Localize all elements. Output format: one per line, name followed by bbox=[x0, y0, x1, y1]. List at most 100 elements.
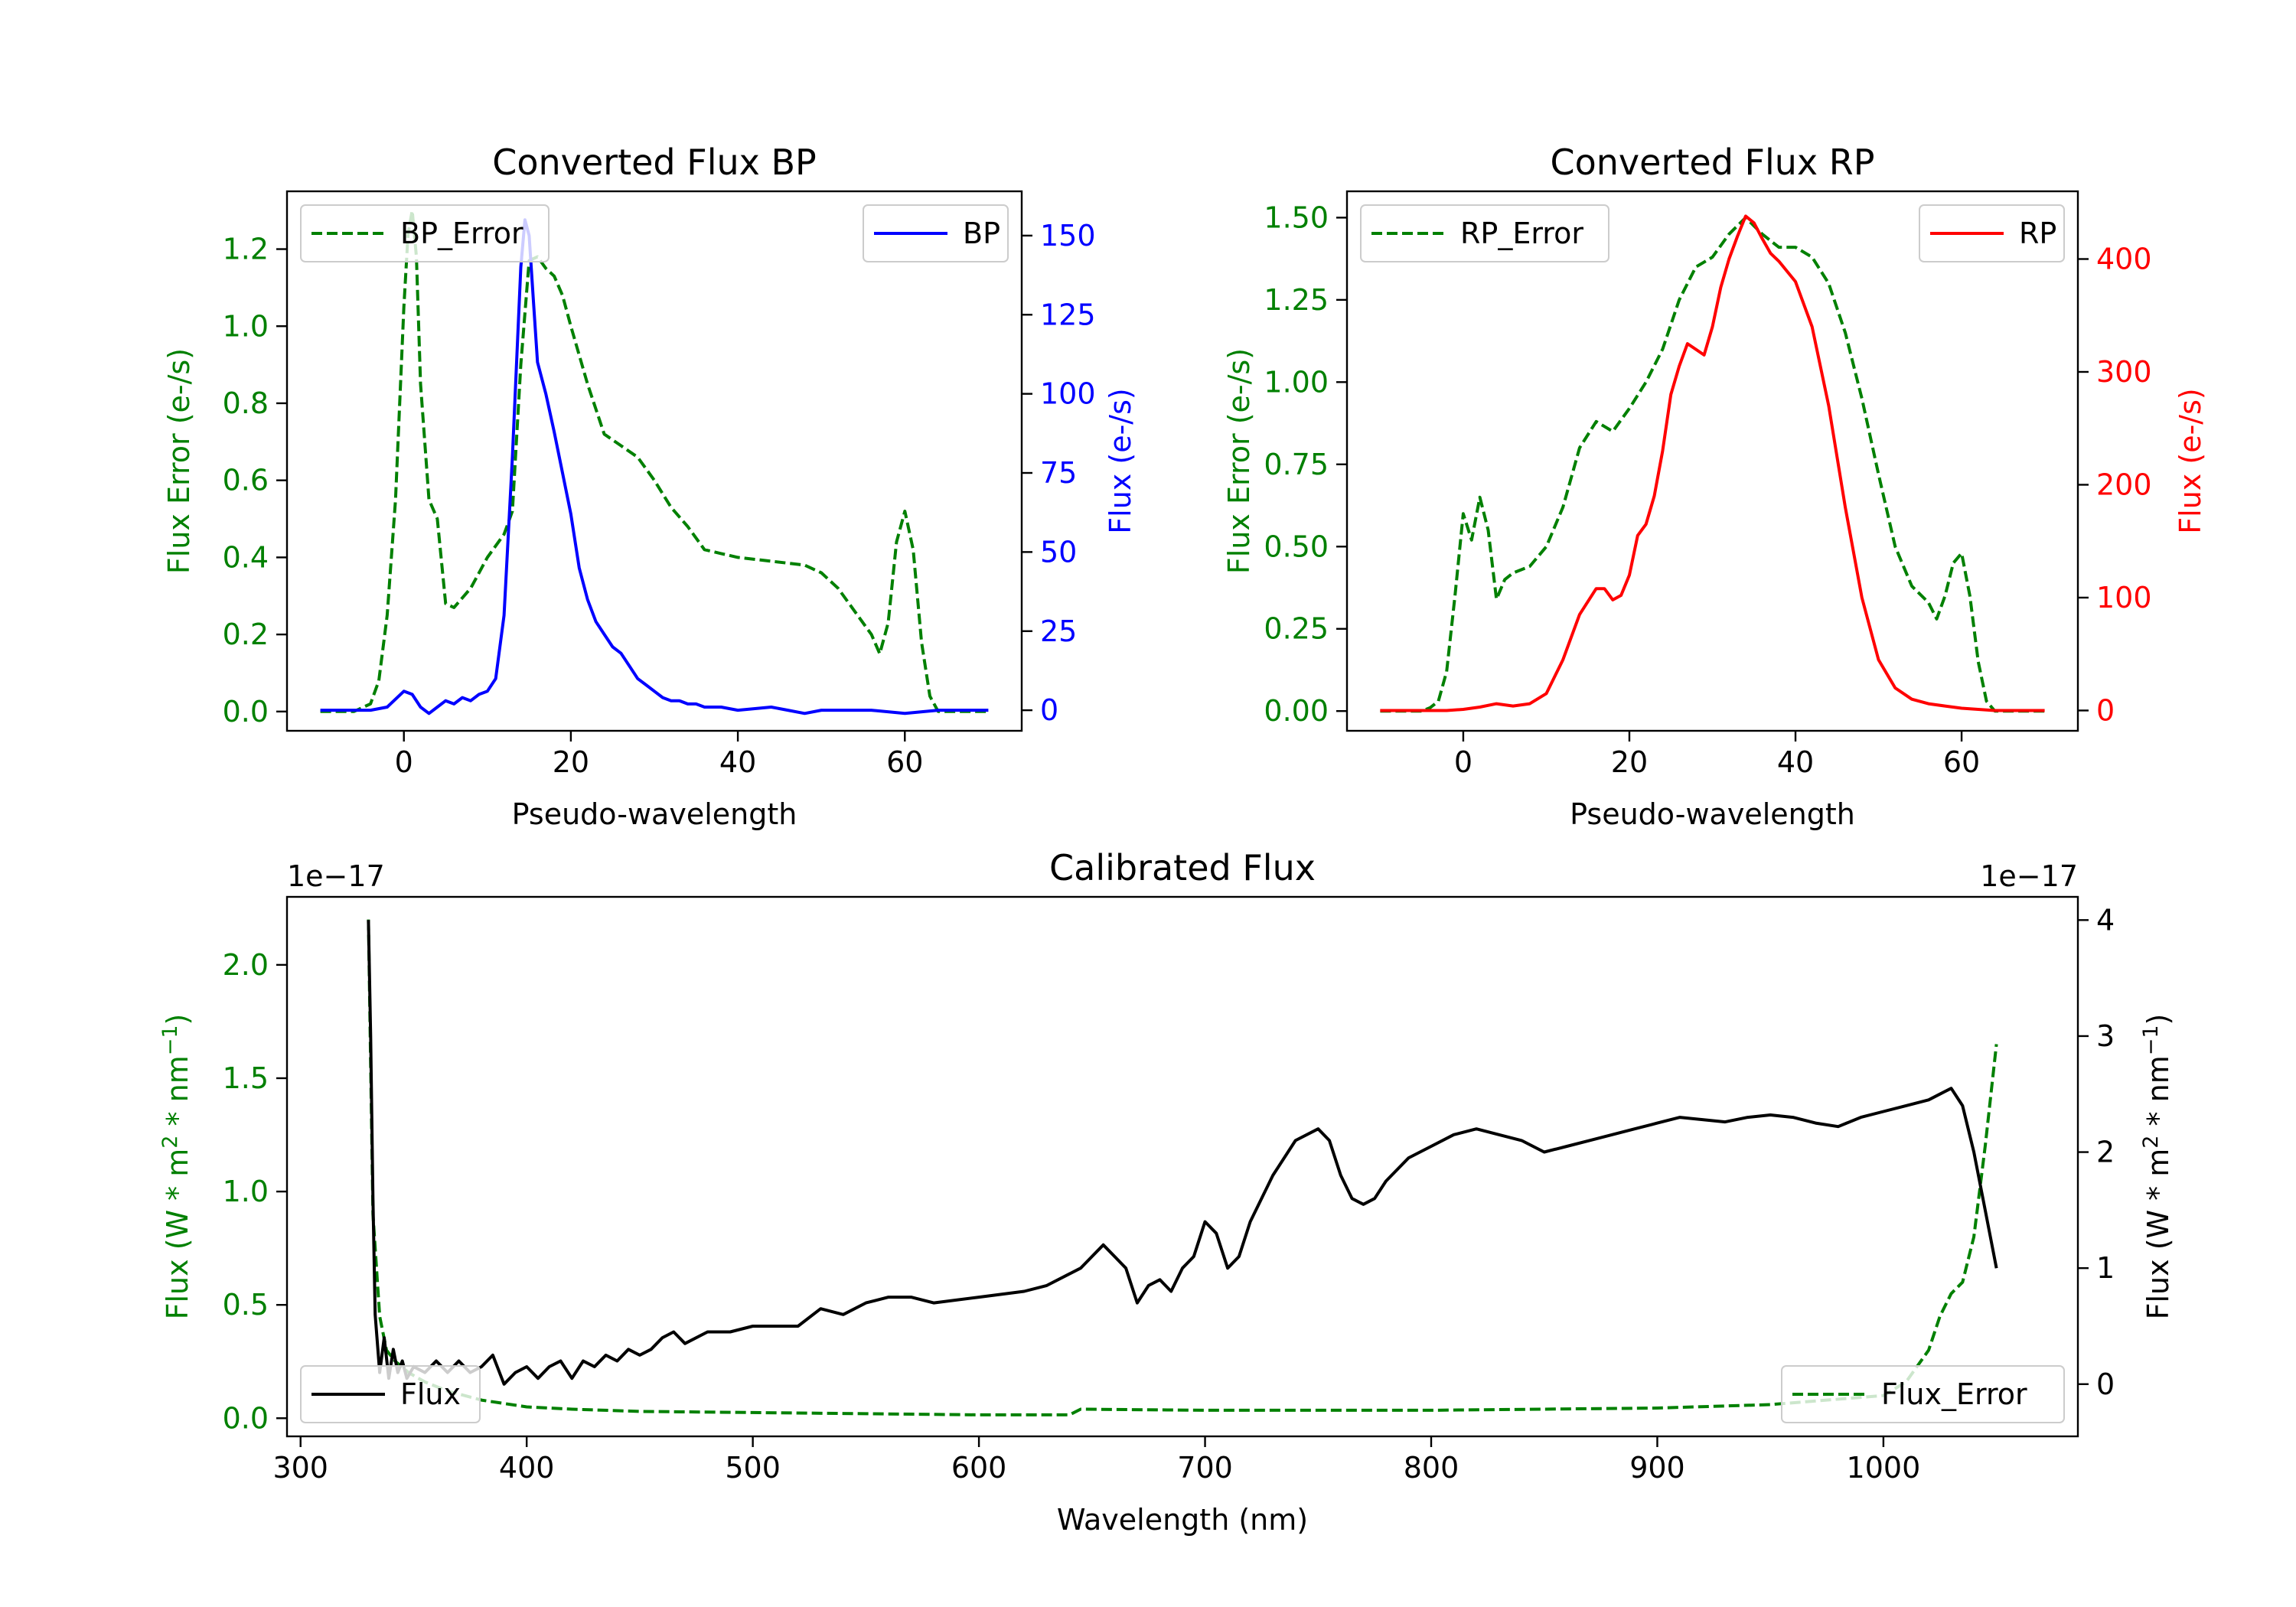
y-label-superscript: −1 bbox=[2139, 1025, 2163, 1055]
y-right-tick-label: 0 bbox=[1040, 693, 1058, 727]
y-left-offset-label: 1e−17 bbox=[287, 859, 385, 893]
chart-3: 300 400 500 600 700 800 900 1000 0.0 0.5 1.0 1.5 2.0… bbox=[158, 847, 2175, 1537]
y-right-tick-label: 100 bbox=[2096, 581, 2152, 614]
chart-title: Converted Flux RP bbox=[1551, 142, 1875, 183]
y-label-part: ) bbox=[161, 1014, 194, 1025]
y-label-part: ) bbox=[2141, 1014, 2175, 1025]
y-left-tick-label: 0.4 bbox=[223, 540, 269, 574]
y-label-superscript: 2 bbox=[158, 1136, 182, 1149]
x-tick-label: 20 bbox=[553, 745, 589, 779]
series-line-rp bbox=[1380, 214, 2045, 712]
y-right-axis-label: Flux (W * m2 * nm−1) bbox=[2139, 1014, 2175, 1320]
x-tick-label: 500 bbox=[725, 1451, 781, 1485]
x-tick-label: 40 bbox=[719, 745, 756, 779]
axes-frame bbox=[285, 190, 1023, 732]
chart-title: Calibrated Flux bbox=[1049, 847, 1316, 888]
y-left-tick-label: 0.2 bbox=[223, 618, 269, 651]
y-left-axis-label: Flux (W * m2 * nm−1) bbox=[158, 1014, 194, 1320]
legend-left: RP_Error bbox=[1360, 204, 1609, 262]
y-left-tick-label: 0.0 bbox=[223, 695, 269, 729]
x-tick-label: 400 bbox=[499, 1451, 555, 1485]
x-tick-label: 600 bbox=[951, 1451, 1007, 1485]
y-right-tick-label: 200 bbox=[2096, 468, 2152, 501]
x-tick-label: 20 bbox=[1611, 745, 1648, 779]
legend-right: RP bbox=[1919, 204, 2065, 262]
x-tick-label: 40 bbox=[1777, 745, 1814, 779]
legend-label: BP bbox=[963, 217, 1000, 250]
y-left-tick-label: 1.0 bbox=[223, 309, 269, 343]
legend-right: Flux_Error bbox=[1781, 1365, 2065, 1423]
y-right-tick-label: 1 bbox=[2096, 1251, 2115, 1285]
y-left-tick-label: 1.0 bbox=[223, 1175, 269, 1208]
y-label-part: * nm bbox=[161, 1055, 194, 1135]
y-right-tick-label: 125 bbox=[1040, 298, 1096, 331]
y-left-tick-label: 0.50 bbox=[1264, 530, 1329, 563]
y-left-axis-label: Flux Error (e-/s) bbox=[1222, 348, 1256, 574]
y-right-tick-label: 150 bbox=[1040, 219, 1096, 253]
series-line-bp-error bbox=[320, 209, 989, 713]
legend-label: Flux bbox=[400, 1377, 461, 1411]
y-right-tick-label: 100 bbox=[1040, 377, 1096, 411]
x-tick-label: 60 bbox=[886, 745, 923, 779]
series-line-flux-error bbox=[367, 919, 1998, 1416]
y-right-tick-label: 50 bbox=[1040, 535, 1077, 569]
y-right-tick-label: 0 bbox=[2096, 693, 2115, 727]
y-label-part: Flux (W * m bbox=[161, 1149, 194, 1320]
x-axis-label: Pseudo-wavelength bbox=[1570, 797, 1855, 831]
x-axis-label: Wavelength (nm) bbox=[1057, 1503, 1308, 1537]
y-left-tick-label: 2.0 bbox=[223, 948, 269, 982]
y-left-tick-label: 0.25 bbox=[1264, 612, 1329, 646]
legend-box bbox=[1781, 1365, 2065, 1423]
y-label-part: Flux (W * m bbox=[2141, 1149, 2175, 1320]
legend-label: RP bbox=[2019, 217, 2056, 250]
axes-frame bbox=[285, 895, 2079, 1438]
y-right-axis-label: Flux (e-/s) bbox=[1104, 388, 1137, 533]
y-right-tick-label: 400 bbox=[2096, 242, 2152, 275]
legend-box bbox=[1360, 204, 1609, 262]
y-right-tick-label: 75 bbox=[1040, 456, 1077, 490]
x-tick-label: 0 bbox=[1454, 745, 1473, 779]
y-left-axis-label: Flux Error (e-/s) bbox=[162, 348, 196, 574]
x-tick-label: 0 bbox=[395, 745, 413, 779]
chart-1: 0 20 40 60 0.0 0.2 0.4 0.6 0.8 1.0 1.2 0 25 50 75 100 12… bbox=[162, 142, 1137, 831]
legend-box bbox=[300, 204, 550, 262]
y-label-superscript: −1 bbox=[158, 1025, 182, 1055]
x-tick-label: 900 bbox=[1629, 1451, 1685, 1485]
chart-title: Converted Flux BP bbox=[492, 142, 817, 183]
y-left-tick-label: 0.0 bbox=[223, 1401, 269, 1435]
y-left-tick-label: 0.6 bbox=[223, 464, 269, 497]
x-tick-label: 300 bbox=[272, 1451, 328, 1485]
y-label-superscript: 2 bbox=[2139, 1136, 2163, 1149]
series-line-flux bbox=[367, 920, 1998, 1386]
y-label-part: * nm bbox=[2141, 1055, 2175, 1135]
y-left-tick-label: 1.5 bbox=[223, 1061, 269, 1095]
y-right-tick-label: 3 bbox=[2096, 1019, 2115, 1053]
y-left-tick-label: 0.8 bbox=[223, 386, 269, 420]
series-line-rp-error bbox=[1380, 216, 2045, 713]
y-right-tick-label: 25 bbox=[1040, 614, 1077, 648]
x-tick-label: 1000 bbox=[1847, 1451, 1921, 1485]
legend-label: BP_Error bbox=[400, 217, 523, 250]
legend-right: BP bbox=[863, 204, 1009, 262]
axes-frame bbox=[1345, 190, 2079, 732]
y-right-tick-label: 4 bbox=[2096, 903, 2115, 937]
y-left-tick-label: 1.2 bbox=[223, 233, 269, 266]
legend-label: RP_Error bbox=[1460, 217, 1583, 250]
legend-label: Flux_Error bbox=[1881, 1377, 2027, 1411]
legend-left: Flux bbox=[300, 1365, 481, 1423]
y-left-tick-label: 0.00 bbox=[1264, 694, 1329, 728]
y-left-tick-label: 1.25 bbox=[1264, 283, 1329, 317]
x-axis-label: Pseudo-wavelength bbox=[512, 797, 797, 831]
y-right-offset-label: 1e−17 bbox=[1980, 859, 2078, 893]
legend-box bbox=[300, 1365, 481, 1423]
x-tick-label: 60 bbox=[1943, 745, 1980, 779]
y-right-tick-label: 300 bbox=[2096, 355, 2152, 389]
y-left-tick-label: 0.5 bbox=[223, 1288, 269, 1322]
y-right-axis-label: Flux (e-/s) bbox=[2174, 388, 2207, 533]
y-left-tick-label: 0.75 bbox=[1264, 448, 1329, 481]
y-left-tick-label: 1.50 bbox=[1264, 200, 1329, 234]
x-tick-label: 800 bbox=[1404, 1451, 1459, 1485]
x-tick-label: 700 bbox=[1177, 1451, 1233, 1485]
y-right-tick-label: 0 bbox=[2096, 1367, 2115, 1401]
